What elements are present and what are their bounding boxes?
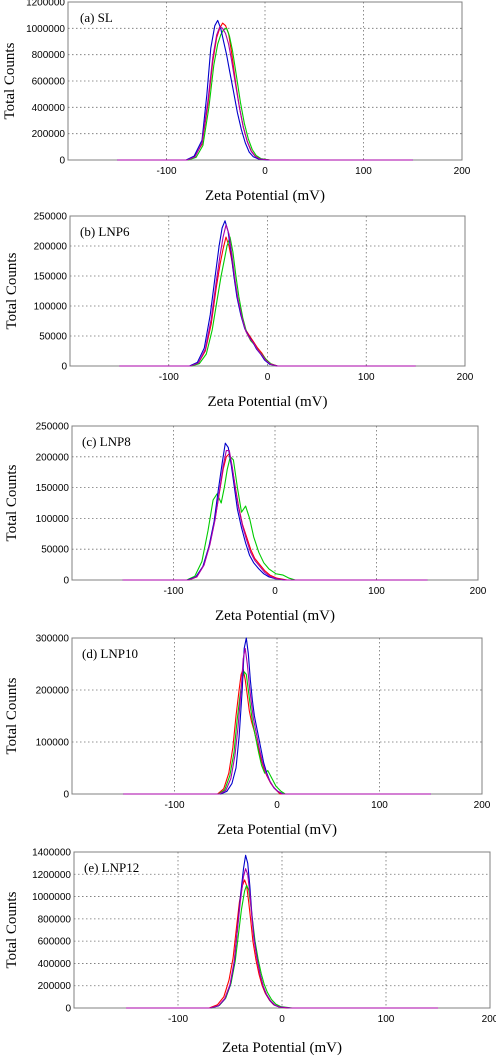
chart-3-xtick-label-1: 0 (274, 800, 280, 811)
chart-4-series-line-3 (126, 868, 438, 1009)
chart-0-xtick-label-1: 0 (262, 166, 268, 177)
chart-2-xtick-label-2: 100 (368, 586, 385, 597)
chart-4-y-axis-label: Total Counts (4, 891, 20, 968)
chart-4-xtick-label-2: 100 (378, 1014, 395, 1025)
chart-0-y-axis-label: Total Counts (2, 42, 18, 119)
chart-panel-lnp12: -100 0 100 200 0 200000 400000 600000 800000 1000… (4, 848, 496, 1057)
chart-2-x-axis-label: Zeta Potential (mV) (215, 608, 335, 624)
chart-0-x-axis-label: Zeta Potential (mV) (205, 188, 325, 204)
chart-2-xtick-label-0: -100 (163, 586, 183, 597)
chart-4-ytick-label-0: 0 (65, 1004, 71, 1015)
chart-1-panel-label: (b) LNP6 (80, 224, 130, 239)
chart-1-xtick-label-0: -100 (159, 372, 179, 383)
chart-3-series-line-3 (123, 647, 431, 795)
chart-0-series-line-2 (117, 19, 413, 161)
chart-2-ytick-label-0: 0 (63, 576, 69, 587)
chart-2-panel-label: (c) LNP8 (82, 434, 131, 449)
chart-4-plot-area (73, 851, 491, 1009)
chart-3-ytick-label-3: 300000 (36, 634, 70, 645)
chart-3-xtick-label-3: 200 (474, 800, 491, 811)
chart-0-ytick-label-4: 800000 (32, 50, 66, 61)
chart-2-y-axis-label: Total Counts (4, 464, 20, 541)
chart-3-y-axis-label: Total Counts (4, 677, 20, 754)
chart-0-xtick-label-0: -100 (156, 166, 176, 177)
chart-0-panel-label: (a) SL (80, 10, 113, 25)
chart-1-ytick-label-4: 200000 (34, 242, 68, 253)
chart-1-ytick-label-3: 150000 (34, 272, 68, 283)
chart-3-xtick-label-0: -100 (164, 800, 184, 811)
chart-1-series-line-2 (119, 220, 416, 367)
chart-2-series-line-2 (122, 442, 428, 581)
chart-3-xtick-label-2: 100 (371, 800, 388, 811)
chart-1-y-axis-label: Total Counts (4, 252, 20, 329)
chart-2-ytick-label-1: 50000 (41, 545, 69, 556)
chart-4-ytick-label-5: 1000000 (32, 892, 71, 903)
chart-1-xtick-label-2: 100 (358, 372, 375, 383)
chart-4-xtick-label-0: -100 (168, 1014, 188, 1025)
chart-panel-lnp6: -100 0 100 200 0 50000 100000 150000 200000 25000… (4, 212, 474, 411)
chart-2-ytick-label-4: 200000 (36, 452, 70, 463)
chart-0-series-line-1 (117, 27, 413, 161)
chart-2-ytick-label-5: 250000 (36, 422, 70, 433)
chart-0-xtick-label-3: 200 (454, 166, 471, 177)
chart-1-ytick-label-0: 0 (61, 362, 67, 373)
chart-1-ytick-label-1: 50000 (39, 332, 67, 343)
chart-3-series-line-1 (123, 671, 431, 795)
chart-3-ytick-label-0: 0 (63, 790, 69, 801)
chart-4-xtick-label-1: 0 (279, 1014, 285, 1025)
chart-4-x-axis-label: Zeta Potential (mV) (222, 1040, 342, 1056)
chart-2-ytick-label-2: 100000 (36, 514, 70, 525)
chart-1-series-line-1 (119, 236, 416, 367)
chart-1-xtick-label-3: 200 (457, 372, 474, 383)
chart-4-xtick-label-3: 200 (482, 1014, 496, 1025)
chart-0-xtick-label-2: 100 (355, 166, 372, 177)
chart-1-ytick-label-5: 250000 (34, 212, 68, 223)
chart-4-ytick-label-1: 200000 (38, 981, 72, 992)
chart-4-ytick-label-3: 600000 (38, 937, 72, 948)
chart-0-ytick-label-5: 1000000 (26, 24, 65, 35)
chart-0-series-line-3 (117, 26, 413, 161)
chart-0-ytick-label-2: 400000 (32, 103, 66, 114)
chart-panel-lnp8: -100 0 100 200 0 50000 100000 150000 200000 25000… (4, 422, 487, 625)
chart-3-ytick-label-2: 200000 (36, 686, 70, 697)
chart-4-ytick-label-7: 1400000 (32, 848, 71, 859)
chart-3-panel-label: (d) LNP10 (82, 646, 138, 661)
chart-1-xtick-label-1: 0 (265, 372, 271, 383)
chart-4-ytick-label-6: 1200000 (32, 870, 71, 881)
chart-0-ytick-label-1: 200000 (32, 129, 66, 140)
chart-3-ytick-label-1: 100000 (36, 738, 70, 749)
chart-panel-sl: -100 0 100 200 0 200000 400000 600000 800000 1000… (2, 0, 471, 204)
chart-1-ytick-label-2: 100000 (34, 302, 68, 313)
chart-0-ytick-label-0: 0 (59, 156, 65, 167)
chart-1-x-axis-label: Zeta Potential (mV) (208, 394, 328, 410)
chart-4-panel-label: (e) LNP12 (84, 860, 139, 875)
chart-4-ytick-label-2: 400000 (38, 959, 72, 970)
chart-2-series-line-3 (122, 450, 428, 581)
chart-0-ytick-label-3: 600000 (32, 77, 66, 88)
chart-2-ytick-label-3: 150000 (36, 483, 70, 494)
chart-panel-lnp10: -100 0 100 200 0 100000 200000 300000 (d) LNP10 Z… (4, 634, 491, 839)
chart-3-x-axis-label: Zeta Potential (mV) (217, 822, 337, 838)
chart-4-ytick-label-4: 800000 (38, 914, 72, 925)
chart-1-series-line-3 (119, 224, 416, 367)
chart-2-series-line-1 (122, 456, 428, 581)
chart-2-xtick-label-3: 200 (470, 586, 487, 597)
chart-0-ytick-label-6: 1200000 (26, 0, 65, 9)
chart-2-xtick-label-1: 0 (272, 586, 278, 597)
